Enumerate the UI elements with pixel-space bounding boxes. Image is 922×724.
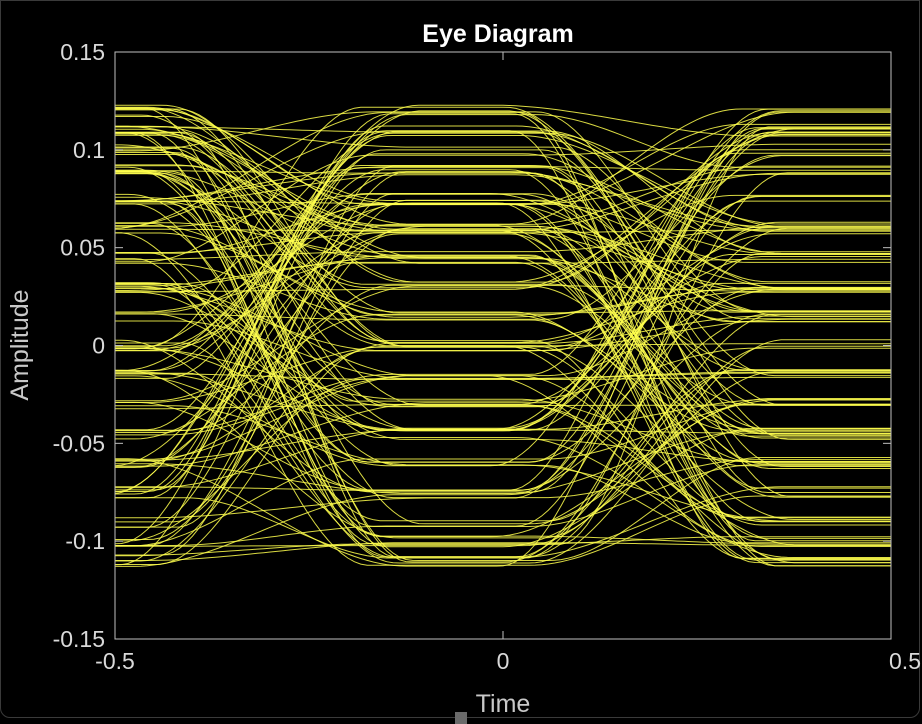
eye-trace — [115, 114, 891, 379]
eye-trace — [115, 339, 891, 564]
eye-trace — [115, 116, 891, 263]
eye-trace — [115, 254, 891, 431]
eye-trace — [115, 225, 891, 351]
y-tick-label: -0.1 — [65, 528, 105, 554]
eye-trace — [115, 233, 891, 462]
eye-trace — [115, 284, 891, 431]
chart-title: Eye Diagram — [422, 20, 573, 48]
eye-trace — [115, 153, 891, 433]
y-tick-label: 0.15 — [60, 39, 105, 65]
eye-trace — [115, 371, 891, 547]
y-axis-label: Amplitude — [6, 289, 34, 400]
eye-trace — [115, 536, 891, 557]
trace-group — [114, 104, 891, 567]
y-tick-label: -0.15 — [53, 626, 105, 652]
eye-trace — [115, 430, 891, 567]
eye-trace — [115, 132, 891, 538]
eye-trace — [115, 128, 891, 567]
eye-trace — [115, 201, 891, 527]
eye-trace — [115, 200, 891, 498]
eye-trace — [115, 109, 891, 255]
eye-trace — [115, 399, 891, 547]
x-tick-label: 0.5 — [889, 648, 921, 674]
eye-trace — [115, 373, 891, 380]
eye-trace — [115, 143, 891, 263]
y-tick-label: -0.05 — [53, 430, 105, 456]
eye-trace — [115, 170, 891, 567]
eye-trace — [115, 193, 891, 528]
x-tick-label: -0.5 — [95, 648, 135, 674]
eye-trace — [115, 107, 891, 402]
eye-trace — [115, 128, 891, 493]
eye-trace — [115, 128, 891, 489]
eye-trace — [115, 149, 891, 432]
eye-trace — [115, 133, 891, 469]
eye-trace — [115, 346, 891, 565]
eye-trace — [115, 283, 891, 544]
tick-group: -0.15 -0.1 -0.05 0 0.05 0.1 0.15 -0.5 0 0.5 — [53, 39, 921, 674]
eye-trace — [114, 232, 891, 522]
eye-trace — [114, 113, 891, 545]
eye-trace — [115, 258, 891, 528]
eye-trace — [115, 258, 891, 566]
eye-trace — [115, 125, 891, 499]
eye-trace — [115, 172, 891, 559]
eye-trace — [115, 200, 891, 519]
eye-trace — [115, 126, 891, 497]
eye-trace — [115, 174, 891, 227]
eye-trace — [115, 127, 891, 467]
eye-trace — [115, 155, 891, 320]
eye-trace — [115, 375, 891, 547]
eye-trace — [115, 288, 891, 377]
eye-trace — [115, 233, 891, 468]
resize-grip[interactable] — [455, 712, 467, 724]
y-tick-label: 0.1 — [73, 137, 105, 163]
eye-trace — [115, 132, 891, 558]
eye-trace — [115, 171, 891, 406]
eye-trace — [115, 542, 891, 561]
y-tick-label: 0 — [92, 333, 105, 359]
eye-trace — [115, 345, 891, 539]
eye-trace — [114, 111, 891, 519]
x-axis-label: Time — [476, 690, 531, 718]
eye-trace — [115, 114, 891, 435]
eye-trace — [114, 165, 891, 467]
eye-trace — [115, 225, 891, 318]
eye-trace — [115, 287, 891, 430]
eye-trace — [114, 135, 891, 493]
eye-trace — [115, 285, 891, 434]
eye-trace — [114, 169, 891, 560]
eye-trace — [115, 132, 891, 293]
eye-trace — [115, 106, 891, 377]
eye-trace — [115, 313, 891, 492]
eye-trace — [115, 134, 891, 315]
y-tick-label: 0.05 — [60, 235, 105, 261]
eye-trace — [115, 170, 891, 561]
eye-trace — [115, 107, 891, 429]
eye-trace — [115, 144, 891, 232]
x-tick-label: 0 — [497, 648, 510, 674]
eye-trace — [115, 347, 891, 462]
eye-trace — [115, 166, 891, 202]
eye-trace — [115, 167, 891, 493]
